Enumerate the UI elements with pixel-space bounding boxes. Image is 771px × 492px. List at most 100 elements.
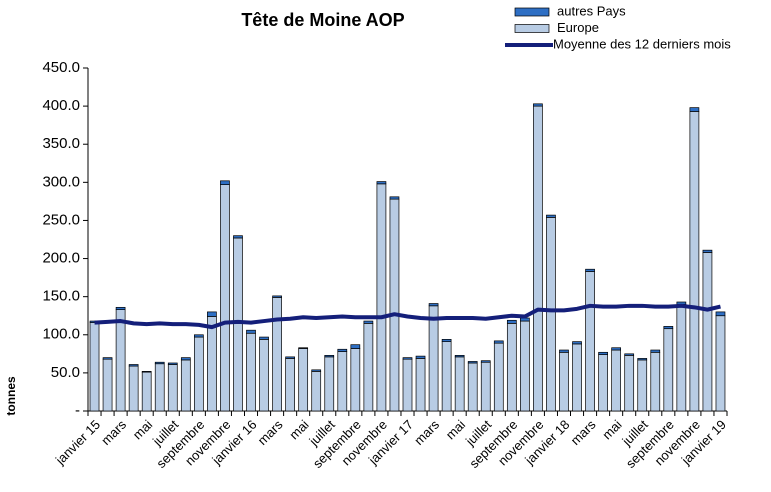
bar-segment bbox=[193, 334, 204, 338]
bar-segment bbox=[376, 181, 387, 185]
bar-segment bbox=[689, 111, 700, 412]
bar-segment bbox=[154, 361, 165, 365]
y-tick-label: 200.0 bbox=[42, 250, 80, 267]
x-tick-label: mars bbox=[255, 417, 286, 448]
bar-segment bbox=[167, 364, 178, 412]
bar-segment bbox=[598, 354, 608, 412]
bar-segment bbox=[611, 347, 622, 351]
bar-segment bbox=[311, 369, 322, 372]
bar-segment bbox=[467, 361, 478, 364]
bar-segment bbox=[402, 358, 413, 412]
bar-segment bbox=[663, 328, 674, 412]
bar-segment bbox=[506, 319, 517, 324]
bar-segment bbox=[533, 105, 543, 412]
bar-segment bbox=[389, 196, 400, 200]
bar-segment bbox=[454, 356, 465, 412]
y-tick-label: 350.0 bbox=[42, 135, 80, 152]
bar-segment bbox=[624, 353, 635, 356]
bar-segment bbox=[272, 297, 282, 412]
bar-segment bbox=[624, 355, 635, 412]
bar-segment bbox=[220, 180, 230, 185]
bar-segment bbox=[180, 357, 191, 361]
bar-segment bbox=[298, 348, 309, 412]
y-tick-label: 50.0 bbox=[51, 364, 80, 381]
bar-segment bbox=[415, 358, 426, 412]
bar-segment bbox=[480, 360, 491, 363]
bar-segment bbox=[141, 371, 152, 412]
bar-segment bbox=[337, 351, 348, 412]
y-tick-label: 150.0 bbox=[42, 288, 80, 305]
legend-swatch bbox=[514, 24, 550, 33]
bar-segment bbox=[102, 358, 113, 412]
bar-segment bbox=[259, 336, 269, 340]
bar-segment bbox=[285, 358, 295, 412]
bar-segment bbox=[324, 355, 335, 358]
bar-segment bbox=[207, 316, 217, 412]
y-tick-label: 450.0 bbox=[42, 59, 80, 76]
legend-label: Europe bbox=[557, 20, 599, 35]
y-tick-label: 300.0 bbox=[42, 173, 80, 190]
bar-segment bbox=[311, 371, 322, 412]
x-tick-label: mars bbox=[411, 417, 442, 448]
bar-segment bbox=[572, 343, 582, 412]
bar-segment bbox=[102, 357, 113, 360]
bar-segment bbox=[663, 326, 674, 330]
bar-segment bbox=[193, 336, 204, 412]
y-tick-label: 100.0 bbox=[42, 326, 80, 343]
bar-segment bbox=[585, 268, 595, 272]
bar-segment bbox=[533, 103, 543, 107]
bar-segment bbox=[128, 365, 139, 412]
x-tick-label: janvier 15 bbox=[52, 417, 103, 468]
y-axis-label: tonnes bbox=[4, 376, 18, 416]
bar-segment bbox=[376, 183, 387, 412]
bar-segment bbox=[363, 322, 374, 412]
bar-segment bbox=[441, 341, 452, 412]
bar-segment bbox=[454, 355, 465, 358]
bar-segment bbox=[233, 237, 243, 412]
line bbox=[94, 303, 721, 330]
bar-segment bbox=[428, 303, 439, 307]
bar-segment bbox=[428, 305, 439, 412]
bar-segment bbox=[324, 356, 335, 412]
bar-segment bbox=[715, 311, 726, 317]
bar-segment bbox=[350, 344, 361, 349]
bar-segment bbox=[272, 295, 282, 298]
bar-segment bbox=[207, 311, 217, 317]
bar-segment bbox=[259, 339, 269, 412]
bar-segment bbox=[650, 349, 661, 353]
bar-segment bbox=[689, 107, 700, 112]
y-tick-label: - bbox=[75, 402, 80, 419]
bar-segment bbox=[220, 184, 230, 412]
bar-segment bbox=[650, 351, 661, 412]
bar-segment bbox=[233, 235, 243, 239]
bar-segment bbox=[480, 361, 491, 412]
y-tick-label: 250.0 bbox=[42, 211, 80, 228]
bar-segment bbox=[546, 214, 556, 218]
x-tick-label: mars bbox=[568, 417, 599, 448]
bar-segment bbox=[298, 347, 309, 349]
bar-segment bbox=[89, 322, 100, 412]
bar-segment bbox=[389, 198, 400, 412]
bar-segment bbox=[598, 351, 608, 355]
bar-segment bbox=[637, 359, 648, 412]
bar-segment bbox=[715, 315, 726, 412]
x-tick-label: mars bbox=[98, 417, 129, 448]
bar-segment bbox=[246, 332, 256, 412]
bar-segment bbox=[285, 356, 295, 359]
bar-segment bbox=[637, 358, 648, 361]
bar-segment bbox=[141, 371, 152, 373]
bar-segment bbox=[402, 357, 413, 360]
bar-segment bbox=[115, 306, 126, 310]
bar-segment bbox=[676, 303, 687, 412]
bar-segment bbox=[493, 340, 504, 344]
bar-segment bbox=[520, 320, 530, 412]
y-tick-label: 400.0 bbox=[42, 97, 80, 114]
bar-segment bbox=[363, 320, 374, 324]
legend-swatch bbox=[514, 7, 550, 17]
bar-segment bbox=[154, 363, 165, 412]
chart-title: Tête de Moine AOP bbox=[241, 10, 404, 30]
bar-segment bbox=[115, 309, 126, 412]
bar-segment bbox=[702, 252, 713, 412]
bar-segment bbox=[350, 348, 361, 412]
